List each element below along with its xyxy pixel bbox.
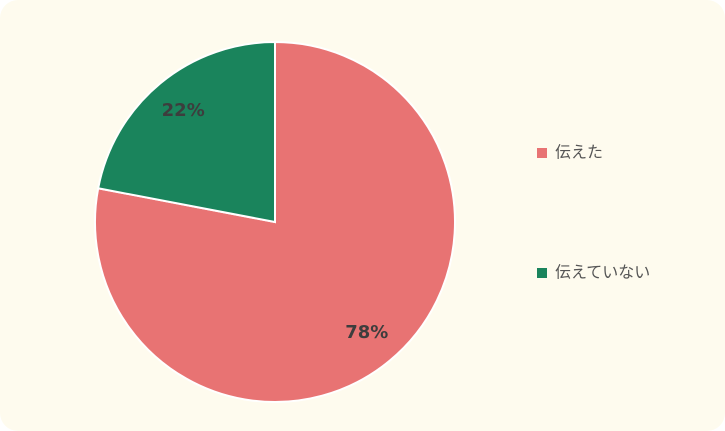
data-label: 22%	[162, 100, 205, 121]
legend-label: 伝えていない	[555, 263, 650, 282]
legend-swatch	[537, 268, 547, 278]
legend-label: 伝えた	[555, 143, 603, 162]
legend-swatch	[537, 148, 547, 158]
pie-slice	[97, 40, 276, 224]
pie-slice	[94, 40, 456, 403]
data-label: 78%	[345, 322, 388, 343]
